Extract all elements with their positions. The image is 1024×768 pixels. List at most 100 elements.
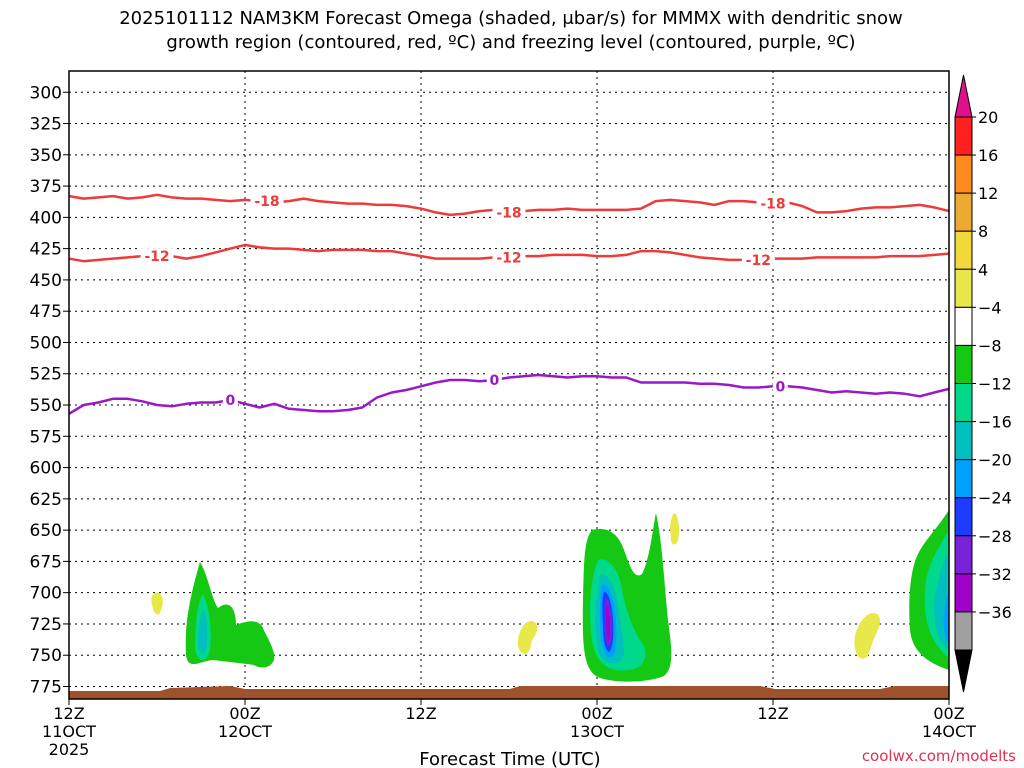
colorbar-segment xyxy=(954,421,973,461)
colorbar-segment xyxy=(954,383,973,423)
colorbar-label: −36 xyxy=(978,603,1012,622)
y-tick-label: 525 xyxy=(30,365,62,385)
x-tick-time-label: 12Z xyxy=(405,704,436,723)
colorbar-label: −28 xyxy=(978,527,1012,546)
x-axis-title: Forecast Time (UTC) xyxy=(419,749,600,768)
y-tick-label: 600 xyxy=(30,459,62,479)
contour-label: -18 xyxy=(496,205,521,221)
omega-region-2 xyxy=(582,513,672,682)
grid-lines xyxy=(69,71,949,699)
y-tick-label: 650 xyxy=(30,521,62,541)
omega-level--16 xyxy=(943,590,949,642)
y-tick-label: 575 xyxy=(30,427,62,447)
contour-label: 0 xyxy=(225,393,235,409)
contour-label-bg xyxy=(222,392,238,409)
y-tick-label: 500 xyxy=(30,333,62,353)
x-tick-date-label: 13OCT xyxy=(570,722,624,741)
y-tick-label: 375 xyxy=(30,177,62,197)
omega-level-4-blip-1 xyxy=(151,592,163,615)
colorbar-segment xyxy=(954,268,973,308)
colorbar-label: −24 xyxy=(978,489,1012,508)
colorbar-label: 20 xyxy=(978,108,998,127)
contour-lines: -18 -18 -18 -12 -12 -12 0 0 0 xyxy=(69,193,949,415)
contour-label: -12 xyxy=(496,250,521,266)
omega-level--28 xyxy=(606,605,610,640)
chart-title-line2: growth region (contoured, red, ºC) and f… xyxy=(166,32,855,53)
x-tick-time-label: 00Z xyxy=(229,704,260,723)
colorbar-bottom-arrow xyxy=(954,649,973,693)
contour-label: -18 xyxy=(254,194,279,210)
colorbar-label: −20 xyxy=(978,451,1012,470)
x-tick-time-label: 12Z xyxy=(757,704,788,723)
contour-label-bg xyxy=(492,249,526,266)
colorbar-label: −8 xyxy=(978,336,1002,355)
colorbar-segment xyxy=(954,116,973,156)
contour-label: -12 xyxy=(746,253,771,269)
colorbar-label: 12 xyxy=(978,184,998,203)
colorbar-segment xyxy=(954,306,973,346)
colorbar-label: −16 xyxy=(978,413,1012,432)
y-tick-label: 450 xyxy=(30,271,62,291)
colorbar-label: −32 xyxy=(978,565,1012,584)
colorbar-segment xyxy=(954,154,973,194)
y-tick-label: 700 xyxy=(30,584,62,604)
colorbar-segment xyxy=(954,611,973,651)
contour-label-bg xyxy=(140,248,174,265)
x-tick-date-label: 11OCT xyxy=(42,722,96,741)
colorbar-label: −4 xyxy=(978,298,1002,317)
omega-level-4-blip-2 xyxy=(517,620,538,654)
colorbar-top-arrow xyxy=(954,74,973,118)
contour-label-bg xyxy=(486,371,502,388)
y-tick-label: 725 xyxy=(30,615,62,635)
y-tick-label: 350 xyxy=(30,146,62,166)
omega-level--12 xyxy=(198,610,208,654)
contour-label: 0 xyxy=(489,373,499,389)
contour-label-bg xyxy=(772,378,788,395)
x-tick-year-label: 2025 xyxy=(49,740,90,759)
colorbar-segment xyxy=(954,573,973,613)
y-tick-label: 775 xyxy=(30,677,62,697)
y-tick-label: 425 xyxy=(30,240,62,260)
x-tick-date-label: 14OCT xyxy=(922,722,976,741)
omega-level-4-blip-3 xyxy=(670,513,680,545)
x-tick-time-label: 00Z xyxy=(933,704,964,723)
omega-region-3 xyxy=(909,510,949,670)
contour-label-bg xyxy=(741,251,775,268)
y-tick-label: 400 xyxy=(30,208,62,228)
contour-line-freezing_level_0 xyxy=(69,373,949,415)
x-tick-time-label: 00Z xyxy=(581,704,612,723)
y-tick-label: 475 xyxy=(30,302,62,322)
colorbar-label: 8 xyxy=(978,222,988,241)
contour-label-bg xyxy=(756,195,790,212)
colorbar-label: 4 xyxy=(978,260,988,279)
y-tick-label: 675 xyxy=(30,552,62,572)
omega-region-1 xyxy=(185,562,275,668)
contour-label: -12 xyxy=(144,249,169,265)
colorbar-segment xyxy=(954,230,973,270)
plot-background xyxy=(69,71,949,699)
colorbar-segment xyxy=(954,459,973,499)
contour-label-bg xyxy=(492,204,526,221)
y-tick-label: 550 xyxy=(30,396,62,416)
y-tick-label: 750 xyxy=(30,646,62,666)
omega-positive-blips xyxy=(151,513,881,659)
y-axis: 300 325 350 375 400 425 450 475 500 525 550 575 600 6… xyxy=(30,83,69,697)
chart-title-line1: 2025101112 NAM3KM Forecast Omega (shaded… xyxy=(119,8,903,29)
contour-label: -18 xyxy=(760,197,785,213)
omega-level-4-blip-4 xyxy=(854,613,881,659)
colorbar-label: 16 xyxy=(978,146,998,165)
x-tick-time-label: 12Z xyxy=(53,704,84,723)
colorbar-segment xyxy=(954,535,973,575)
y-tick-label: 625 xyxy=(30,490,62,510)
colorbar-segment xyxy=(954,192,973,232)
y-tick-label: 300 xyxy=(30,83,62,103)
omega-shading xyxy=(151,510,949,682)
terrain-ground xyxy=(69,686,949,699)
contour-label: 0 xyxy=(775,379,785,395)
colorbar: 20 16 12 8 4 −4 −8 −12 −16 −20 −24 −28 −32 −36 xyxy=(954,74,1012,693)
y-tick-label: 325 xyxy=(30,115,62,135)
x-tick-date-label: 12OCT xyxy=(218,722,272,741)
colorbar-label: −12 xyxy=(978,375,1012,394)
